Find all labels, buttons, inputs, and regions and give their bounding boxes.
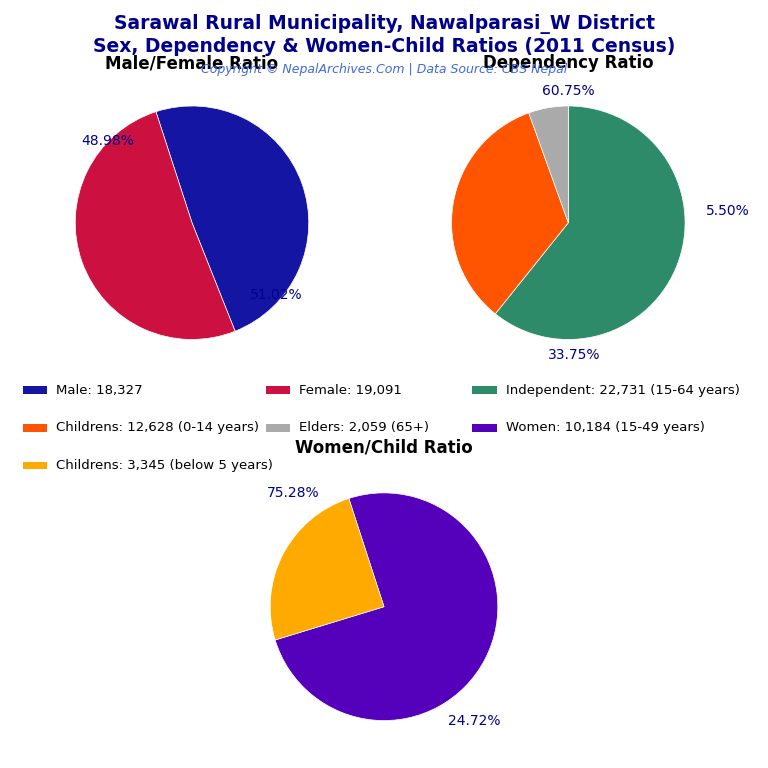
Text: Sex, Dependency & Women-Child Ratios (2011 Census): Sex, Dependency & Women-Child Ratios (20…	[93, 37, 675, 56]
Text: Independent: 22,731 (15-64 years): Independent: 22,731 (15-64 years)	[505, 384, 740, 396]
Bar	[23, 424, 47, 432]
Text: Sarawal Rural Municipality, Nawalparasi_W District: Sarawal Rural Municipality, Nawalparasi_…	[114, 14, 654, 34]
Wedge shape	[156, 106, 309, 331]
Text: 48.98%: 48.98%	[81, 134, 134, 148]
Wedge shape	[75, 111, 235, 339]
Text: Childrens: 12,628 (0-14 years): Childrens: 12,628 (0-14 years)	[56, 422, 259, 434]
Text: 51.02%: 51.02%	[250, 288, 303, 302]
Wedge shape	[495, 106, 685, 339]
Wedge shape	[452, 113, 568, 314]
Wedge shape	[275, 493, 498, 720]
Bar	[472, 424, 497, 432]
Text: 75.28%: 75.28%	[267, 486, 319, 500]
Text: Male: 18,327: Male: 18,327	[56, 384, 143, 396]
Text: Women: 10,184 (15-49 years): Women: 10,184 (15-49 years)	[505, 422, 704, 434]
Text: Female: 19,091: Female: 19,091	[300, 384, 402, 396]
Text: 24.72%: 24.72%	[449, 713, 501, 727]
Wedge shape	[529, 106, 568, 223]
Text: 33.75%: 33.75%	[548, 348, 601, 362]
Text: Copyright © NepalArchives.Com | Data Source: CBS Nepal: Copyright © NepalArchives.Com | Data Sou…	[201, 63, 567, 76]
Text: 60.75%: 60.75%	[542, 84, 594, 98]
Title: Women/Child Ratio: Women/Child Ratio	[295, 439, 473, 456]
Text: 5.50%: 5.50%	[706, 204, 750, 218]
Text: Elders: 2,059 (65+): Elders: 2,059 (65+)	[300, 422, 429, 434]
Text: Childrens: 3,345 (below 5 years): Childrens: 3,345 (below 5 years)	[56, 459, 273, 472]
Title: Dependency Ratio: Dependency Ratio	[483, 55, 654, 72]
Bar	[23, 386, 47, 394]
Wedge shape	[270, 498, 384, 640]
Bar	[266, 424, 290, 432]
Bar	[266, 386, 290, 394]
Bar	[472, 386, 497, 394]
Bar	[23, 462, 47, 469]
Title: Male/Female Ratio: Male/Female Ratio	[105, 55, 279, 72]
